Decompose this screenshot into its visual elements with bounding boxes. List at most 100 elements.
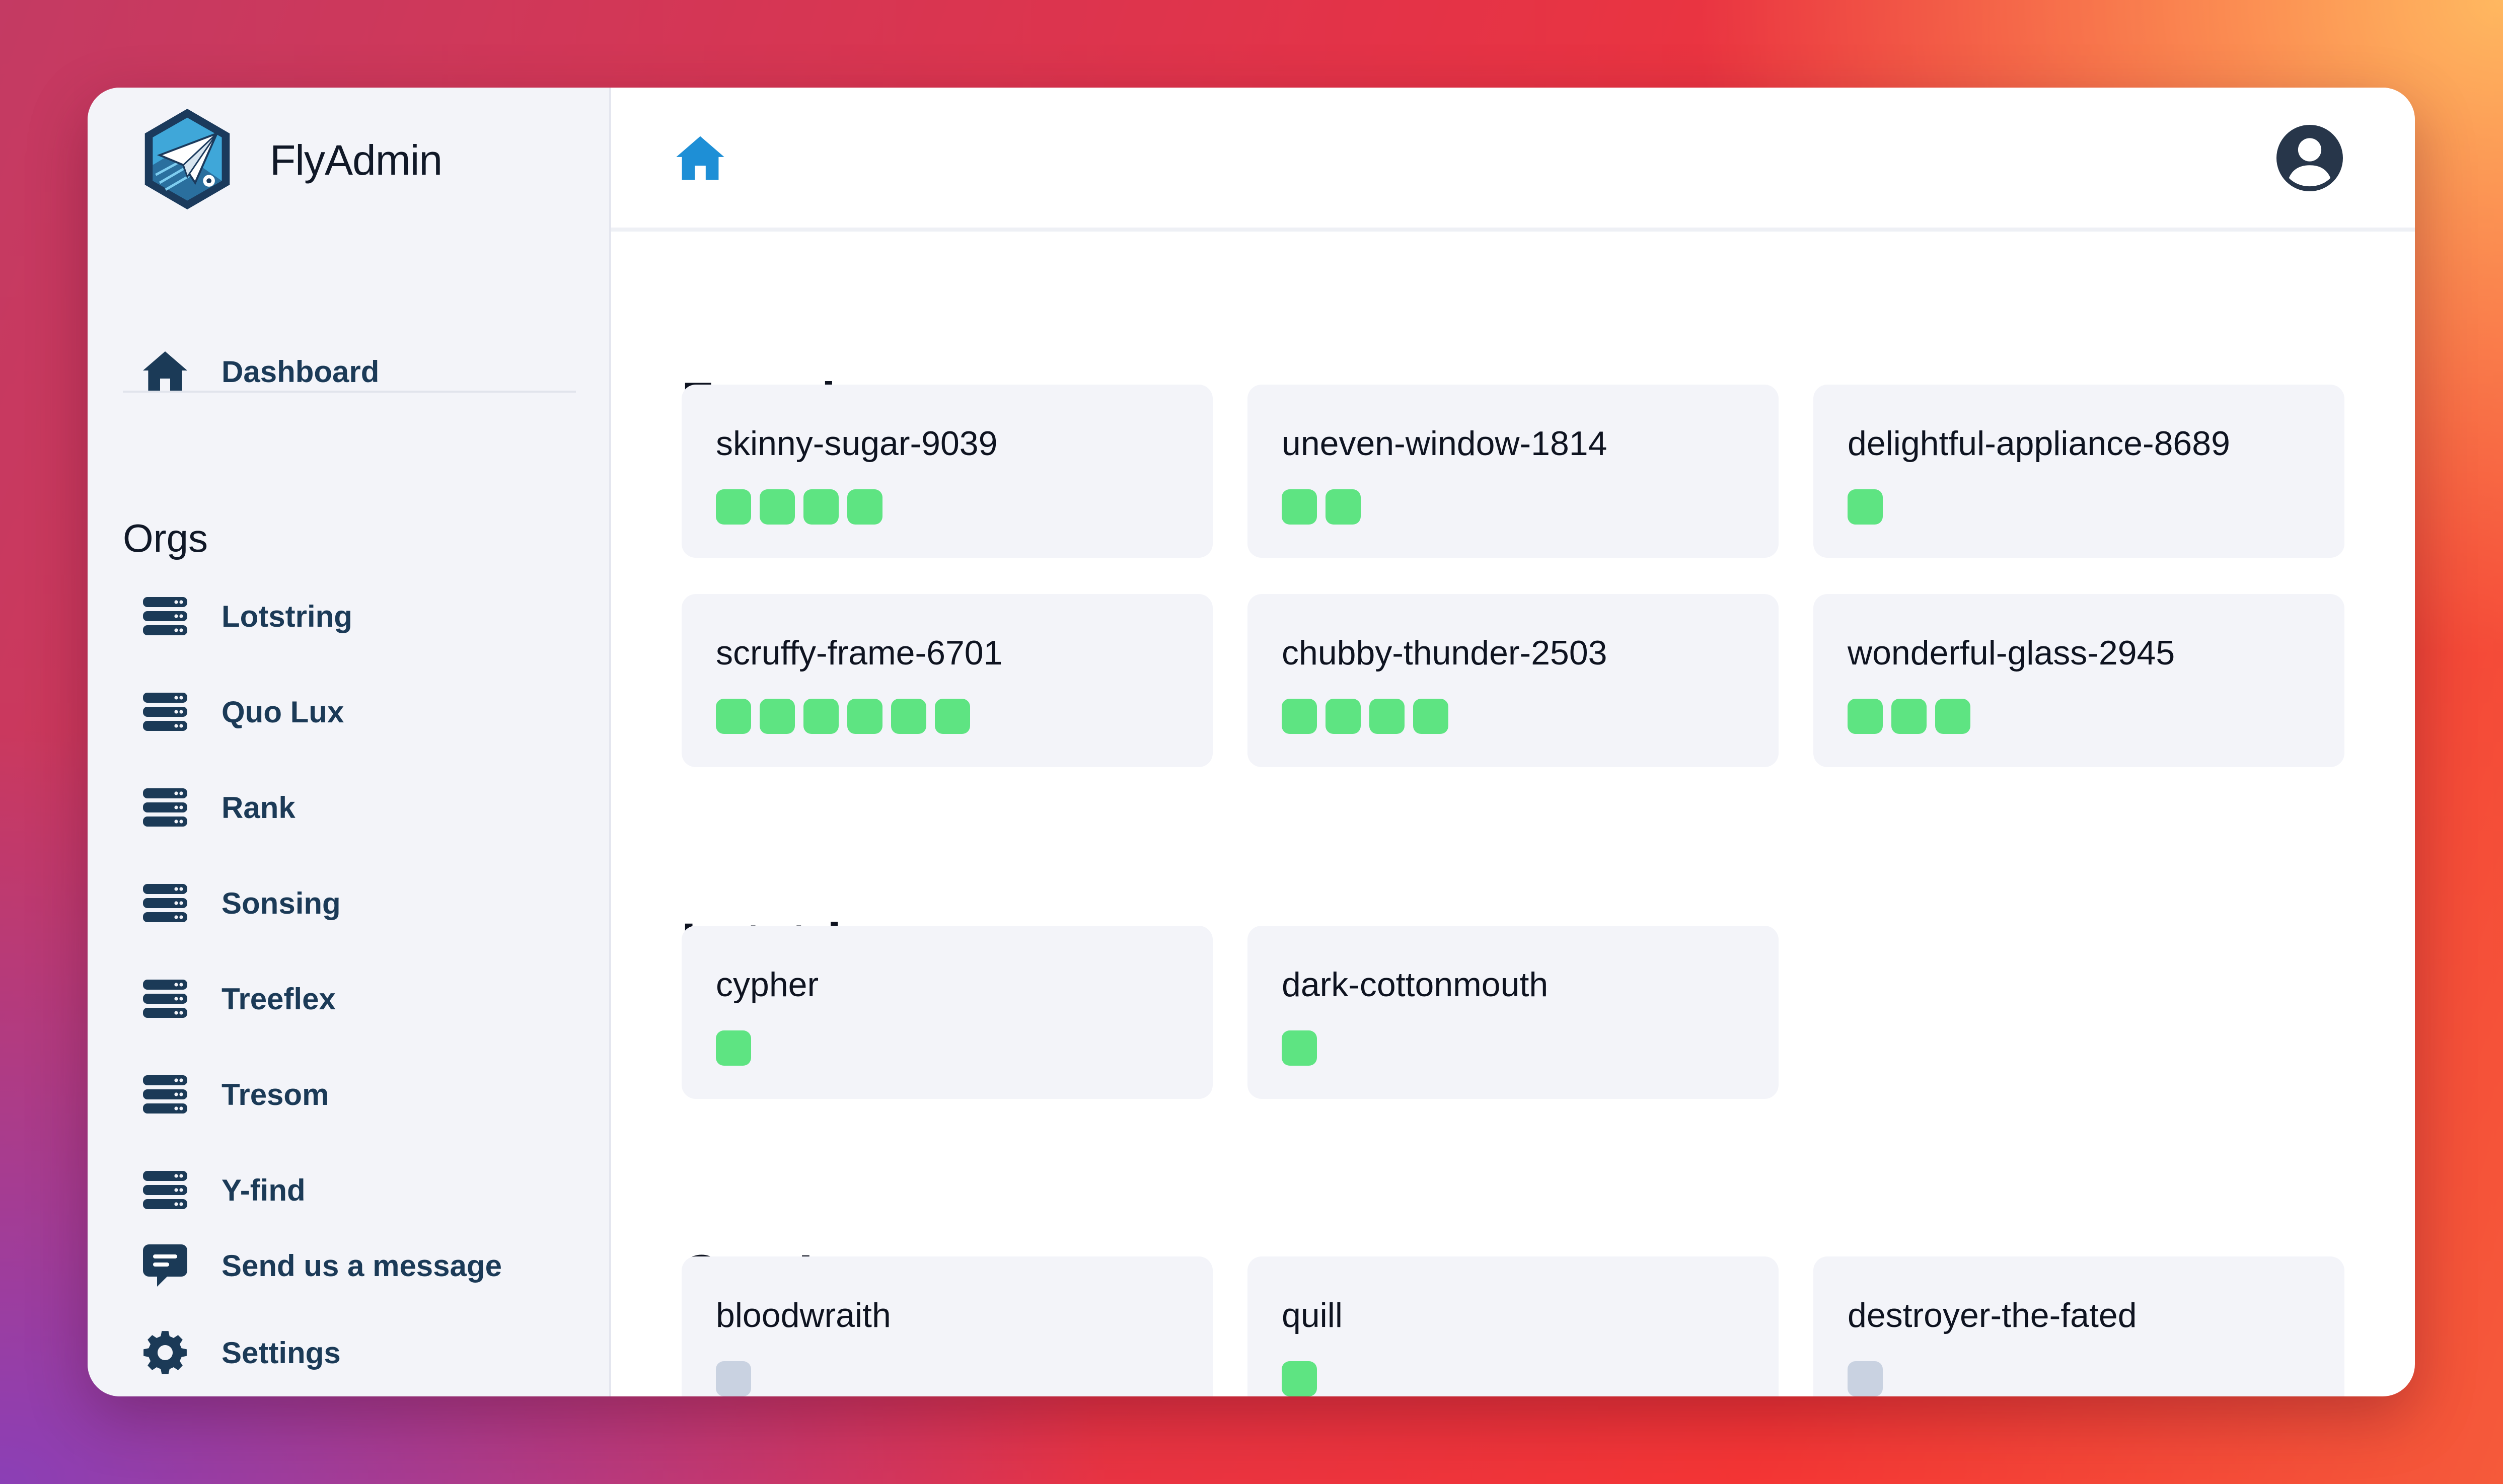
sidebar-org-sonsing[interactable]: Sonsing [140, 873, 341, 933]
brand[interactable]: FlyAdmin [138, 106, 443, 214]
instance-status-dot [803, 489, 839, 525]
app-card-name: bloodwraith [716, 1296, 891, 1334]
gear-icon [140, 1327, 190, 1378]
app-title: FlyAdmin [270, 136, 443, 184]
user-avatar-button[interactable] [2276, 125, 2343, 191]
app-card[interactable]: skinny-sugar-9039 [682, 385, 1213, 558]
app-card[interactable]: cypher [682, 926, 1213, 1099]
app-card-name: dark-cottonmouth [1282, 966, 1549, 1004]
app-card-name: scruffy-frame-6701 [716, 634, 1003, 672]
app-card[interactable]: delightful-appliance-8689 [1813, 385, 2344, 558]
server-stack-icon [140, 1069, 190, 1120]
sidebar-org-label: Sonsing [222, 886, 341, 920]
instance-status-dot [847, 699, 882, 734]
sidebar-org-label: Tresom [222, 1077, 329, 1111]
orgs-heading: Orgs [123, 516, 208, 560]
sidebar-org-label: Treeflex [222, 982, 336, 1016]
instance-status-list [716, 489, 891, 525]
app-card-name: destroyer-the-fated [1848, 1296, 2137, 1334]
server-stack-icon [140, 974, 190, 1024]
server-stack-icon [140, 1165, 190, 1215]
sidebar-org-y-find[interactable]: Y-find [140, 1160, 306, 1220]
app-card[interactable]: scruffy-frame-6701 [682, 594, 1213, 767]
app-card-name: uneven-window-1814 [1282, 424, 1607, 463]
sidebar-org-label: Y-find [222, 1173, 306, 1207]
app-card[interactable]: uneven-window-1814 [1247, 385, 1779, 558]
sidebar-org-quo-lux[interactable]: Quo Lux [140, 682, 344, 742]
sidebar-org-label: Quo Lux [222, 695, 344, 729]
server-stack-icon [140, 782, 190, 833]
instance-status-list [1282, 1030, 1326, 1066]
instance-status-list [1848, 699, 1979, 734]
app-card[interactable]: wonderful-glass-2945 [1813, 594, 2344, 767]
home-icon [140, 346, 190, 397]
settings-button[interactable]: Settings [140, 1322, 341, 1383]
app-card-name: quill [1282, 1296, 1343, 1334]
instance-status-list [1848, 1361, 1891, 1396]
instance-status-dot [1326, 489, 1361, 525]
instance-status-dot [716, 1361, 751, 1396]
app-card-name: delightful-appliance-8689 [1848, 424, 2230, 463]
instance-status-dot [803, 699, 839, 734]
instance-status-dot [847, 489, 882, 525]
instance-status-dot [1369, 699, 1405, 734]
instance-status-list [1282, 699, 1457, 734]
instance-status-dot [1282, 489, 1317, 525]
instance-status-dot [935, 699, 970, 734]
paper-plane-logo-icon [144, 109, 230, 209]
sidebar-org-rank[interactable]: Rank [140, 777, 296, 838]
server-stack-icon [140, 591, 190, 641]
app-card-name: skinny-sugar-9039 [716, 424, 998, 463]
instance-status-dot [760, 699, 795, 734]
app-card[interactable]: dark-cottonmouth [1247, 926, 1779, 1099]
server-stack-icon [140, 878, 190, 928]
instance-status-dot [716, 489, 751, 525]
instance-status-dot [1282, 1361, 1317, 1396]
sidebar-divider [123, 391, 576, 393]
settings-label: Settings [222, 1335, 341, 1370]
instance-status-list [1282, 489, 1369, 525]
app-card-name: wonderful-glass-2945 [1848, 634, 2175, 672]
instance-status-dot [1935, 699, 1970, 734]
instance-status-list [716, 699, 979, 734]
instance-status-dot [1282, 1030, 1317, 1066]
app-card-name: chubby-thunder-2503 [1282, 634, 1607, 672]
user-avatar-icon [2276, 125, 2343, 191]
app-card[interactable]: bloodwraith [682, 1256, 1213, 1396]
instance-status-dot [716, 1030, 751, 1066]
instance-status-dot [1848, 1361, 1883, 1396]
instance-status-list [716, 1361, 760, 1396]
instance-status-list [716, 1030, 760, 1066]
sidebar-org-label: Rank [222, 790, 296, 825]
sidebar-org-label: Lotstring [222, 599, 352, 633]
instance-status-dot [1891, 699, 1927, 734]
app-card[interactable]: destroyer-the-fated [1813, 1256, 2344, 1396]
send-message-label: Send us a message [222, 1248, 502, 1283]
instance-status-dot [760, 489, 795, 525]
instance-status-dot [891, 699, 926, 734]
instance-status-dot [1326, 699, 1361, 734]
app-card-name: cypher [716, 966, 819, 1004]
nav-dashboard[interactable]: Dashboard [140, 341, 379, 402]
instance-status-dot [1848, 699, 1883, 734]
instance-status-dot [1848, 489, 1883, 525]
sidebar-org-lotstring[interactable]: Lotstring [140, 586, 352, 646]
app-card[interactable]: quill [1247, 1256, 1779, 1396]
chat-bubble-icon [140, 1240, 190, 1291]
sidebar: FlyAdmin Dashboard Orgs Lotstring Quo Lux… [88, 88, 611, 1396]
instance-status-dot [716, 699, 751, 734]
instance-status-list [1282, 1361, 1326, 1396]
top-bar [611, 88, 2415, 232]
instance-status-dot [1413, 699, 1448, 734]
server-stack-icon [140, 687, 190, 737]
sidebar-org-tresom[interactable]: Tresom [140, 1064, 329, 1125]
home-button[interactable] [674, 134, 726, 186]
home-icon [676, 136, 724, 180]
app-card[interactable]: chubby-thunder-2503 [1247, 594, 1779, 767]
sidebar-org-treeflex[interactable]: Treeflex [140, 969, 336, 1029]
instance-status-list [1848, 489, 1891, 525]
send-message-button[interactable]: Send us a message [140, 1235, 502, 1296]
nav-dashboard-label: Dashboard [222, 354, 380, 389]
instance-status-dot [1282, 699, 1317, 734]
app-window: FlyAdmin Dashboard Orgs Lotstring Quo Lux… [88, 88, 2415, 1396]
